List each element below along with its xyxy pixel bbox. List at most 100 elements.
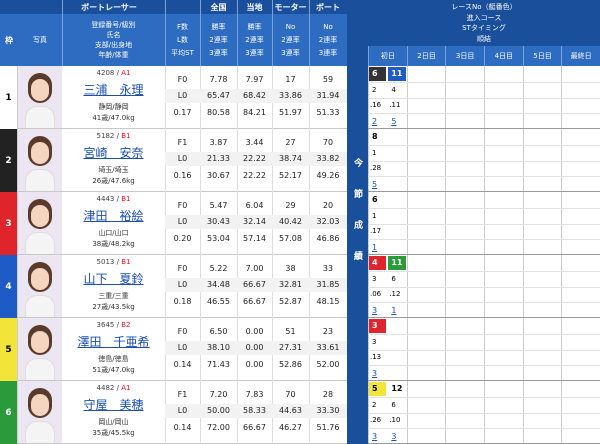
row-border xyxy=(0,128,347,129)
photo-face xyxy=(31,331,49,353)
stat: F1 xyxy=(177,389,188,399)
stat: 27.31 xyxy=(272,340,309,355)
stat: 52.87 xyxy=(279,296,302,306)
grid-row xyxy=(368,113,600,115)
stat: 65.47 xyxy=(200,88,237,103)
race-no: 6 xyxy=(369,193,387,207)
stat: 0.14 xyxy=(173,422,192,432)
separator: / xyxy=(114,321,122,329)
rank: 5 xyxy=(391,116,397,126)
st: .13 xyxy=(370,353,382,362)
stat: 40.42 xyxy=(272,214,309,229)
race-no: 5 xyxy=(369,382,387,396)
racer-name[interactable]: 三浦 永理 xyxy=(83,82,144,97)
header-sub: L数 xyxy=(177,35,188,44)
race-no: 4 xyxy=(369,256,387,270)
photo-body xyxy=(25,358,55,380)
stat: 44.63 xyxy=(272,403,309,418)
stat: 52.86 xyxy=(279,359,302,369)
racer-name[interactable]: 山下 夏鈴 xyxy=(83,271,144,286)
stat: 68.42 xyxy=(237,88,272,103)
waku: 6 xyxy=(0,381,18,444)
stat: 23 xyxy=(322,326,334,336)
stat: 5.47 xyxy=(209,200,228,210)
race-no: 3 xyxy=(369,319,387,333)
stat: 38.74 xyxy=(272,151,309,166)
day-label: 3日目 xyxy=(445,46,484,66)
grid-row xyxy=(368,270,600,272)
stat: 32.81 xyxy=(272,277,309,292)
reg-class-part: B1 xyxy=(121,258,131,266)
racer-name[interactable]: 守屋 美穂 xyxy=(83,397,144,412)
stat: 7.97 xyxy=(245,74,264,84)
stat: 7.20 xyxy=(209,389,228,399)
grid-row xyxy=(368,81,600,83)
stat: 59 xyxy=(322,74,334,84)
stat: 32.03 xyxy=(309,214,347,229)
stat: 52.00 xyxy=(316,359,340,369)
st: .26 xyxy=(370,416,382,425)
reg-class-part: 4482 xyxy=(96,384,115,392)
reg-class-part: 3645 xyxy=(96,321,115,329)
course: 6 xyxy=(391,274,396,283)
day-label: 初日 xyxy=(368,46,407,66)
stat: 22.22 xyxy=(243,170,266,180)
stat: 46.27 xyxy=(279,422,302,432)
divider xyxy=(272,0,273,66)
stat: 0.00 xyxy=(245,359,264,369)
day-label: 4日目 xyxy=(484,46,523,66)
stat: 27 xyxy=(285,137,296,147)
stat: 52.17 xyxy=(279,170,302,180)
rank: 3 xyxy=(372,368,378,378)
racer-name[interactable]: 津田 裕絵 xyxy=(83,208,144,223)
divider xyxy=(200,0,201,66)
stat: 33 xyxy=(322,263,334,273)
st: .28 xyxy=(370,164,382,173)
stat: 22.22 xyxy=(237,151,272,166)
stat: 50.00 xyxy=(200,403,237,418)
photo-face xyxy=(31,394,49,416)
reg-class-part: B1 xyxy=(121,195,131,203)
header-cell: ボート xyxy=(316,2,340,12)
stat: 0.20 xyxy=(173,233,192,243)
header-sub: 勝率 xyxy=(211,22,226,31)
course: 3 xyxy=(372,274,377,283)
photo xyxy=(18,192,62,254)
stat: 66.67 xyxy=(243,422,266,432)
stat: 51.76 xyxy=(316,422,340,432)
reg-class: 5182 / B1 xyxy=(62,132,165,143)
stat: 7.00 xyxy=(245,263,264,273)
stat: 57.14 xyxy=(243,233,266,243)
header-cell: モーター xyxy=(274,2,307,12)
stat: 70 xyxy=(285,389,296,399)
stat: 48.15 xyxy=(316,296,340,306)
day-label: 5日目 xyxy=(522,46,562,66)
grid-row xyxy=(368,365,600,367)
header-sub: 2連率 xyxy=(281,35,300,44)
header-sub: 2連率 xyxy=(318,35,338,44)
stat: 51.33 xyxy=(316,107,340,117)
stat: 6.04 xyxy=(245,200,264,210)
st: .06 xyxy=(370,290,382,299)
stat: 30.67 xyxy=(207,170,230,180)
stat: 80.58 xyxy=(207,107,230,117)
row-border xyxy=(368,380,600,381)
stat: L0 xyxy=(165,151,200,166)
course: 2 xyxy=(372,85,377,94)
grid-row xyxy=(368,302,600,304)
header-cell: 写真 xyxy=(33,36,47,44)
header-top-bg xyxy=(0,0,347,14)
stat: 0.00 xyxy=(237,340,272,355)
race-no: 11 xyxy=(388,67,406,81)
waku: 2 xyxy=(0,129,18,192)
grid-row xyxy=(368,396,600,398)
grid-row xyxy=(368,176,600,178)
racer-name[interactable]: 宮崎 安奈 xyxy=(83,145,144,160)
racer-name[interactable]: 澤田 千亜希 xyxy=(77,334,150,349)
stat: 0.00 xyxy=(245,326,264,336)
header-sub: 3連率 xyxy=(318,49,338,58)
header-sub: 勝率 xyxy=(247,22,262,31)
stat: 34.48 xyxy=(200,277,237,292)
rank: 3 xyxy=(391,431,397,441)
